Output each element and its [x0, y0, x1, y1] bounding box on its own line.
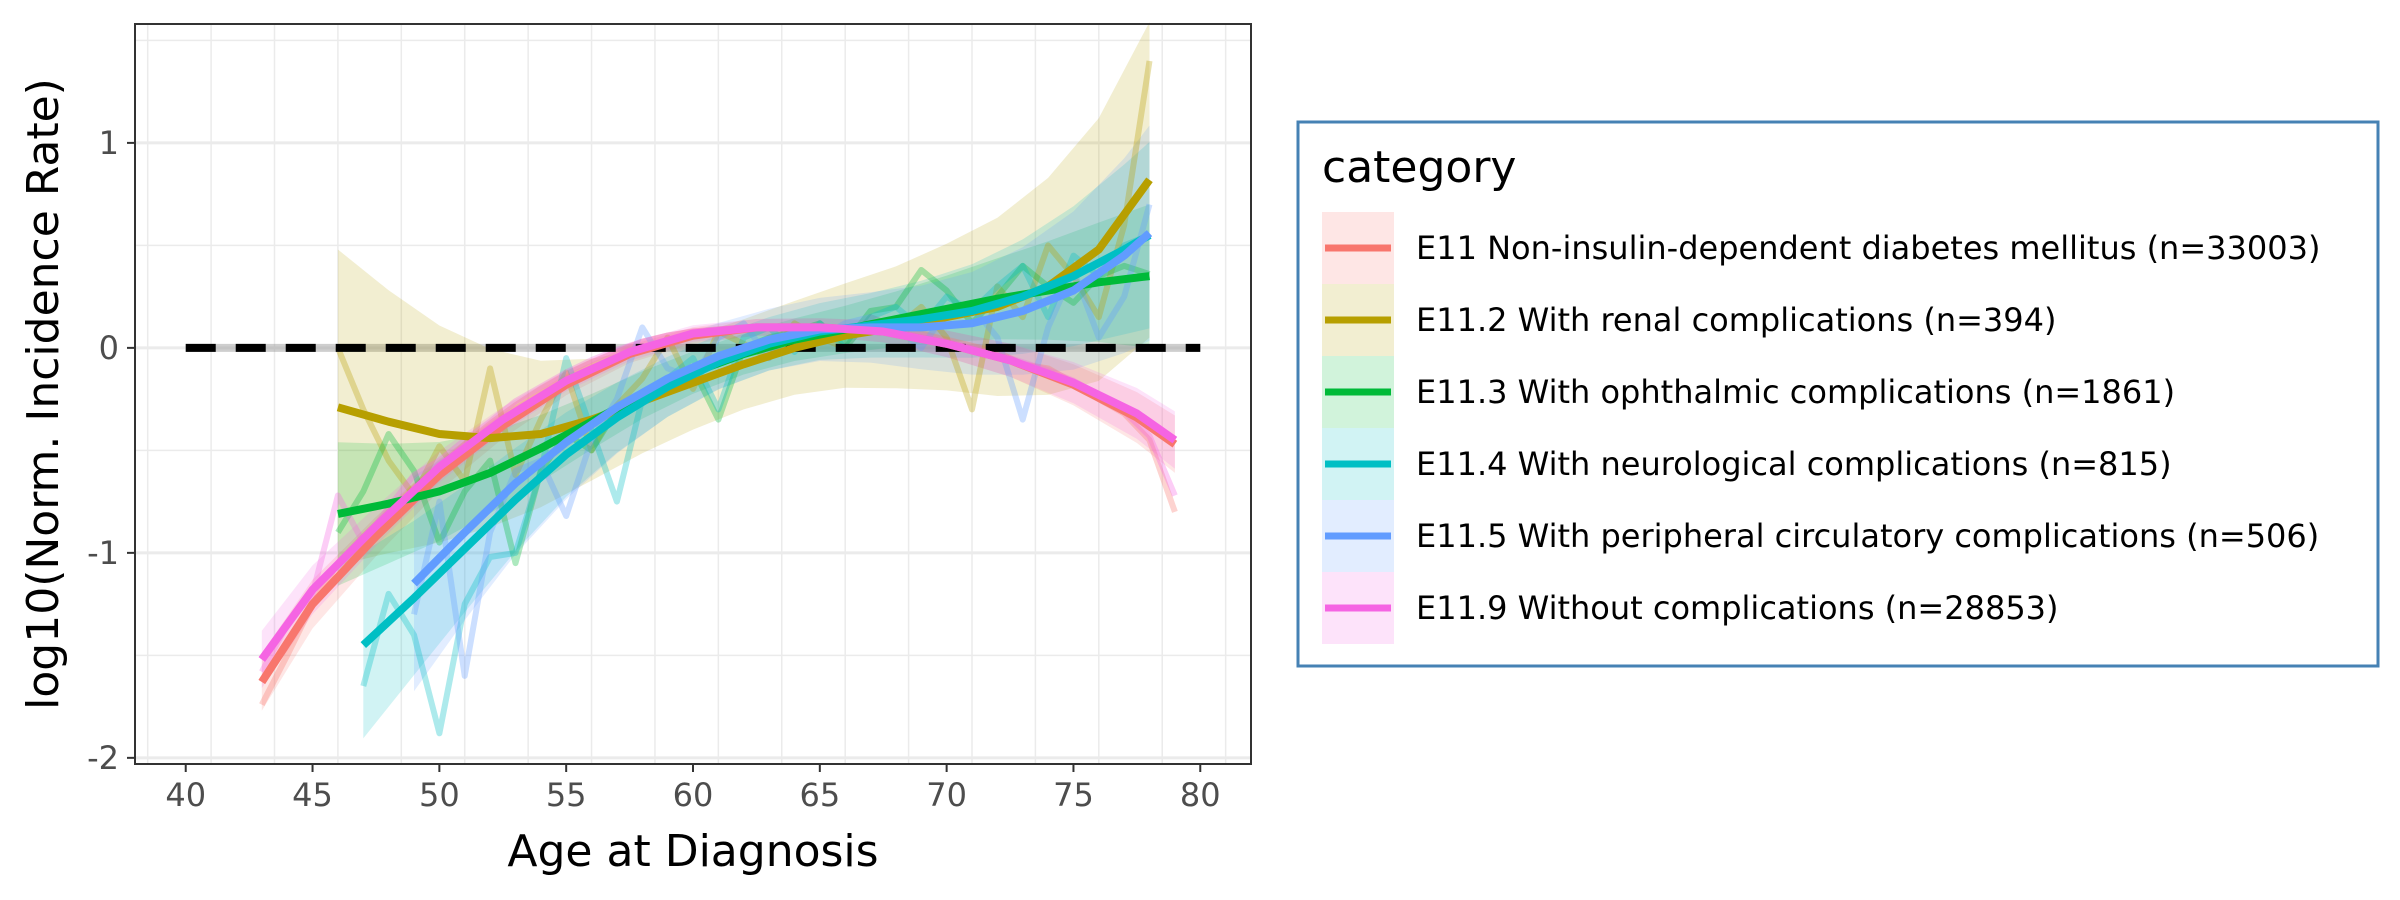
- legend-label: E11.9 Without complications (n=28853): [1416, 589, 2059, 627]
- x-tick-label: 50: [419, 776, 460, 814]
- legend-label: E11.3 With ophthalmic complications (n=1…: [1416, 373, 2175, 411]
- y-tick-label: -1: [87, 534, 119, 572]
- x-axis: 40 45 50 55 60 65 70 75 80: [165, 764, 1221, 814]
- raw-series-line: [360, 232, 1151, 737]
- x-tick-label: 70: [926, 776, 967, 814]
- legend-items: E11 Non-insulin-dependent diabetes melli…: [1322, 212, 2320, 644]
- x-tick-label: 75: [1053, 776, 1094, 814]
- legend: category E11 Non-insulin-dependent diabe…: [1296, 120, 2380, 668]
- trend-line: [411, 230, 1153, 587]
- confidence-band: [363, 141, 1150, 739]
- y-tick-label: 1: [99, 124, 119, 162]
- x-tick-label: 60: [673, 776, 714, 814]
- legend-label: E11.2 With renal complications (n=394): [1416, 301, 2056, 339]
- x-axis-title: Age at Diagnosis: [507, 826, 878, 877]
- plot-panel: [135, 24, 1251, 764]
- x-tick-label: 55: [546, 776, 587, 814]
- x-tick-label: 40: [165, 776, 206, 814]
- x-tick-label: 65: [799, 776, 840, 814]
- y-tick-label: 0: [99, 329, 119, 367]
- legend-box: [1296, 120, 2380, 668]
- y-tick-label: -2: [87, 739, 119, 777]
- legend-title: category: [1322, 142, 1516, 193]
- trend-line: [258, 323, 1178, 662]
- x-tick-label: 80: [1180, 776, 1221, 814]
- confidence-band: [337, 204, 1150, 586]
- x-tick-label: 45: [292, 776, 333, 814]
- confidence-band: [337, 22, 1150, 566]
- legend-label: E11.5 With peripheral circulatory compli…: [1416, 517, 2319, 555]
- y-axis: 1 0 -1 -2: [87, 124, 135, 777]
- confidence-band: [414, 125, 1150, 692]
- legend-label: E11.4 With neurological complications (n…: [1416, 445, 2172, 483]
- trend-lines: [258, 177, 1178, 685]
- legend-label: E11 Non-insulin-dependent diabetes melli…: [1416, 229, 2320, 267]
- confidence-bands: [261, 22, 1175, 739]
- y-axis-title: log10(Norm. Incidence Rate): [18, 78, 69, 710]
